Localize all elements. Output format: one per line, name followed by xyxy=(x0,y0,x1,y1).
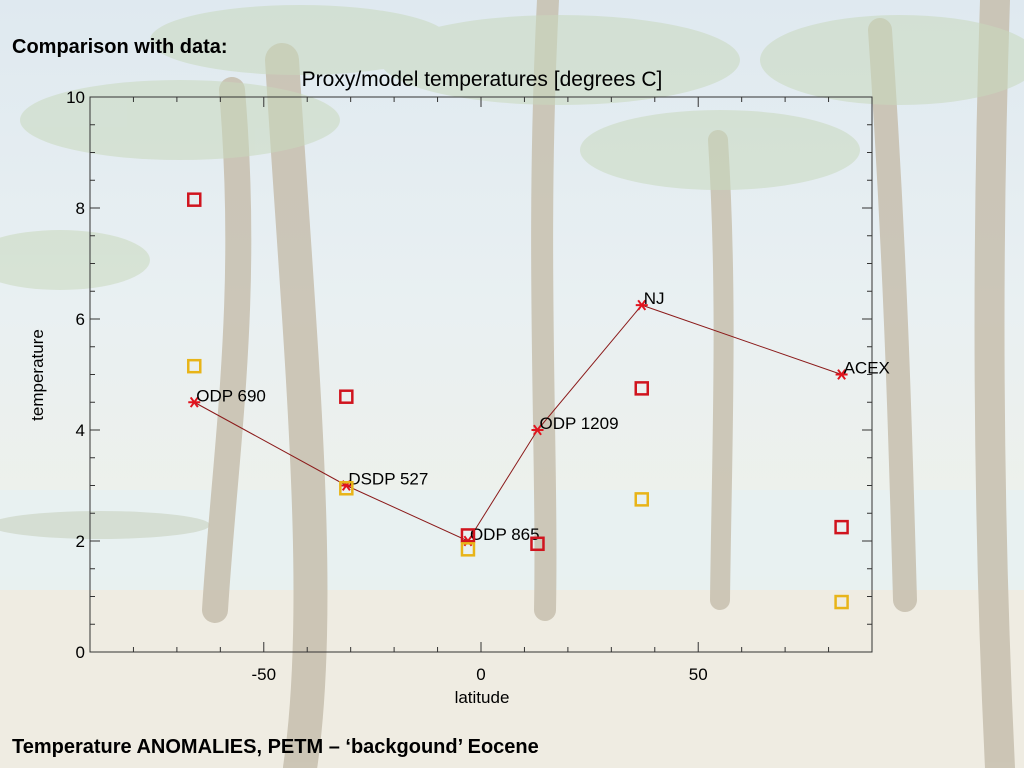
yellow-square-point xyxy=(634,492,649,507)
slide-footer: Temperature ANOMALIES, PETM – ‘backgound… xyxy=(12,736,539,758)
site-label: NJ xyxy=(644,289,665,308)
model-point xyxy=(635,299,648,311)
site-label: ODP 1209 xyxy=(539,414,618,433)
yellow-square-point xyxy=(834,594,849,610)
y-tick-label: 10 xyxy=(66,88,85,107)
x-tick-label: -50 xyxy=(251,665,276,684)
red-square-point xyxy=(187,192,202,207)
series-asterisk: ODP 690 DSDP 527 ODP 865 ODP 1209 NJ ACEX xyxy=(188,289,890,547)
model-point xyxy=(835,369,848,380)
y-axis-title: temperature xyxy=(28,329,47,421)
x-tick-label: 50 xyxy=(689,665,708,684)
y-tick-label: 8 xyxy=(76,199,85,218)
yellow-square-point xyxy=(187,358,202,374)
y-tick-label: 6 xyxy=(76,310,85,329)
slide-title: Comparison with data: xyxy=(12,36,228,58)
series-square-yellow xyxy=(187,358,849,610)
red-square-point xyxy=(634,381,649,396)
model-point xyxy=(531,424,544,436)
series-layer: ODP 690 DSDP 527 ODP 865 ODP 1209 NJ ACEX xyxy=(187,192,890,610)
yellow-square-point xyxy=(460,542,476,557)
red-square-point xyxy=(834,519,849,535)
red-square-point xyxy=(460,528,476,543)
site-label: ACEX xyxy=(844,359,890,378)
x-axis-title: latitude xyxy=(455,688,510,707)
y-tick-label: 2 xyxy=(76,532,85,551)
site-label: ODP 690 xyxy=(196,386,266,405)
tick-labels: 0 2 4 6 8 10 -50 0 50 xyxy=(66,88,708,684)
chart-title: Proxy/model temperatures [degrees C] xyxy=(302,68,663,91)
site-label: DSDP 527 xyxy=(348,470,428,489)
red-square-point xyxy=(339,389,354,404)
site-label: ODP 865 xyxy=(470,525,540,544)
model-point xyxy=(188,396,201,408)
y-tick-label: 4 xyxy=(76,421,85,440)
red-square-point xyxy=(530,536,545,552)
model-line xyxy=(194,304,842,542)
x-tick-label: 0 xyxy=(476,665,485,684)
y-tick-label: 0 xyxy=(76,643,85,662)
yellow-square-point xyxy=(339,481,354,496)
axis-ticks xyxy=(90,96,872,653)
series-square-red xyxy=(187,192,849,552)
plot-frame xyxy=(89,96,873,653)
